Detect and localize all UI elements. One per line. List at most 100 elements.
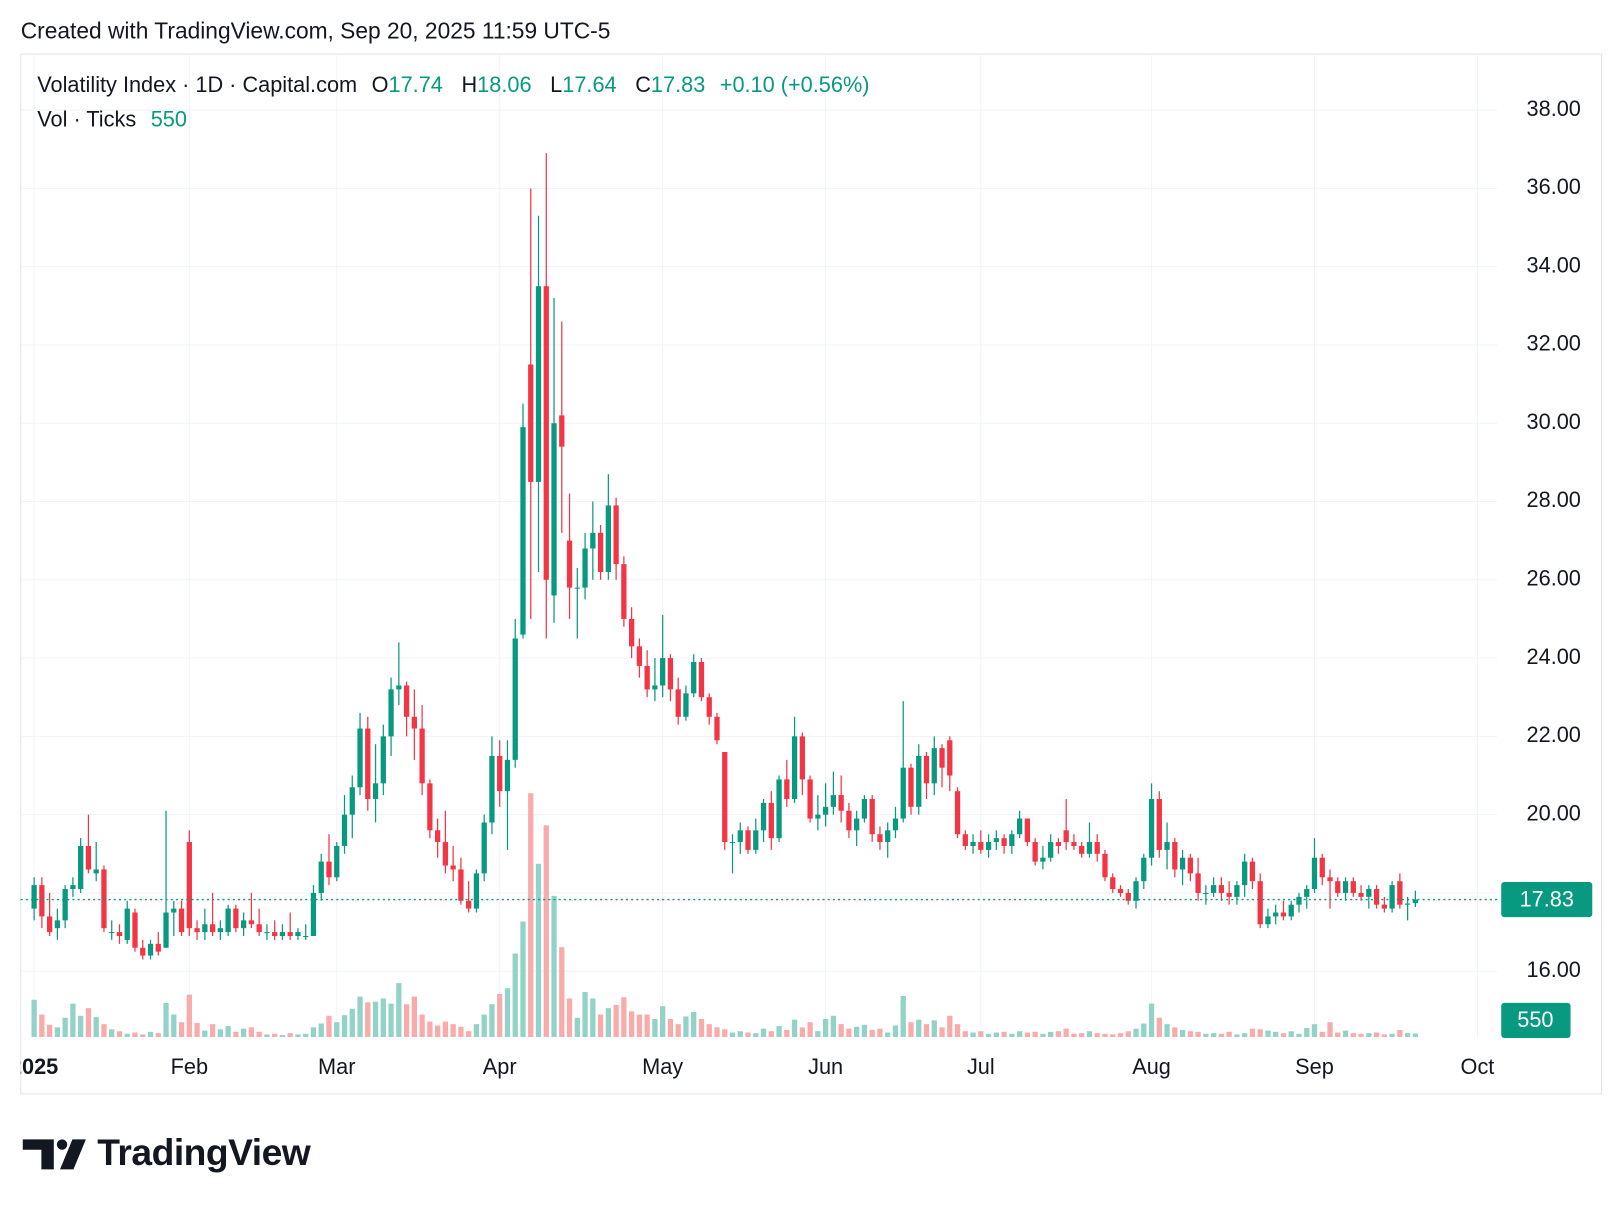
volume-bar xyxy=(1249,1028,1256,1037)
candle-body xyxy=(535,286,542,482)
candle-body xyxy=(978,842,984,850)
volume-bar xyxy=(799,1027,805,1037)
candle-body xyxy=(1164,842,1170,850)
candle-body xyxy=(202,924,208,933)
volume-bar xyxy=(1327,1022,1333,1037)
volume-bar xyxy=(1032,1031,1038,1037)
volume-pane xyxy=(31,793,1419,1037)
volume-bar xyxy=(590,998,596,1037)
volume-bar xyxy=(419,1014,425,1037)
x-tick-label: Apr xyxy=(483,1054,517,1079)
volume-bar xyxy=(1210,1033,1217,1037)
volume-bar xyxy=(559,947,565,1037)
legend-close: 17.83 xyxy=(651,72,705,97)
candle-body xyxy=(450,865,456,870)
candle-body xyxy=(217,928,223,933)
volume-bar xyxy=(1164,1024,1170,1037)
candle-body xyxy=(1366,889,1372,897)
volume-bar xyxy=(985,1033,992,1037)
candle-body xyxy=(877,834,883,843)
candle-body xyxy=(1210,885,1217,893)
candle-body xyxy=(403,685,410,717)
volume-bar xyxy=(745,1032,751,1037)
volume-bar xyxy=(194,1022,200,1037)
volume-bar xyxy=(1179,1029,1186,1037)
candle-body xyxy=(1016,818,1023,835)
volume-bar xyxy=(171,1014,177,1037)
volume-bar xyxy=(605,1008,611,1037)
x-tick-label: Jun xyxy=(808,1054,843,1079)
volume-bar xyxy=(947,1015,953,1037)
candle-body xyxy=(1094,842,1100,854)
candle-body xyxy=(303,935,309,938)
volume-bar xyxy=(698,1019,705,1037)
y-tick-label: 36.00 xyxy=(1527,174,1581,199)
legend-label: C xyxy=(635,72,651,97)
candle-body xyxy=(1242,861,1248,886)
candle-body xyxy=(140,947,146,956)
candle-body xyxy=(737,830,743,843)
candle-body xyxy=(822,806,829,815)
candle-body xyxy=(101,869,107,929)
volume-bar xyxy=(1156,1017,1162,1037)
candle-body xyxy=(1412,899,1419,904)
candle-body xyxy=(504,759,511,792)
volume-bar xyxy=(877,1028,883,1037)
volume-bar xyxy=(535,863,542,1037)
candle-body xyxy=(1373,889,1380,905)
volume-bar xyxy=(295,1034,301,1037)
volume-bar xyxy=(1001,1031,1007,1037)
candle-body xyxy=(1280,912,1287,917)
candle-body xyxy=(194,928,200,933)
candle-body xyxy=(272,932,278,936)
logo-mark xyxy=(60,1139,86,1170)
volume-bar xyxy=(411,996,417,1037)
candle-body xyxy=(1063,830,1069,843)
volume-bar xyxy=(574,1017,580,1037)
candle-body xyxy=(1110,877,1116,890)
volume-bar xyxy=(1055,1031,1062,1037)
volume-legend: Vol · Ticks 550 xyxy=(37,106,187,131)
volume-bar xyxy=(217,1029,223,1037)
candle-body xyxy=(1381,904,1387,909)
volume-bar xyxy=(830,1015,837,1037)
volume-bar xyxy=(760,1028,767,1037)
candle-body xyxy=(78,845,84,890)
candle-body xyxy=(1032,842,1038,862)
candle-body xyxy=(427,783,433,831)
x-tick-label: Jul xyxy=(967,1054,995,1079)
volume-bar xyxy=(1133,1028,1139,1037)
candle-body xyxy=(1319,857,1325,878)
candle-body xyxy=(1265,916,1271,925)
volume-bar xyxy=(1234,1034,1240,1037)
candle-body xyxy=(1055,842,1062,846)
y-tick-label: 16.00 xyxy=(1527,957,1581,982)
volume-bar xyxy=(675,1024,681,1037)
candle-body xyxy=(46,916,53,933)
candle-body xyxy=(186,842,192,929)
legend-symbol: Volatility Index · 1D · Capital.com xyxy=(37,72,357,97)
volume-bar xyxy=(380,998,386,1037)
volume-bar xyxy=(1366,1033,1372,1037)
volume-bar xyxy=(931,1020,937,1037)
volume-bar xyxy=(543,825,549,1037)
volume-bar xyxy=(1389,1033,1395,1037)
volume-bar xyxy=(1280,1033,1287,1037)
candle-body xyxy=(365,728,371,799)
legend-open: 17.74 xyxy=(389,72,443,97)
volume-bar xyxy=(334,1022,340,1037)
candle-body xyxy=(714,716,720,741)
candle-body xyxy=(1048,842,1054,858)
volume-bar xyxy=(737,1031,743,1037)
volume-bar xyxy=(1381,1034,1387,1037)
candle-body xyxy=(660,658,666,686)
candle-body xyxy=(776,779,782,839)
candle-body xyxy=(1187,857,1193,874)
volume-bar xyxy=(916,1019,922,1037)
candle-body xyxy=(970,842,976,846)
volume-bar xyxy=(768,1031,774,1037)
candle-body xyxy=(597,532,604,572)
candle-body xyxy=(993,838,999,843)
candle-body xyxy=(574,587,580,589)
candle-body xyxy=(116,932,123,936)
